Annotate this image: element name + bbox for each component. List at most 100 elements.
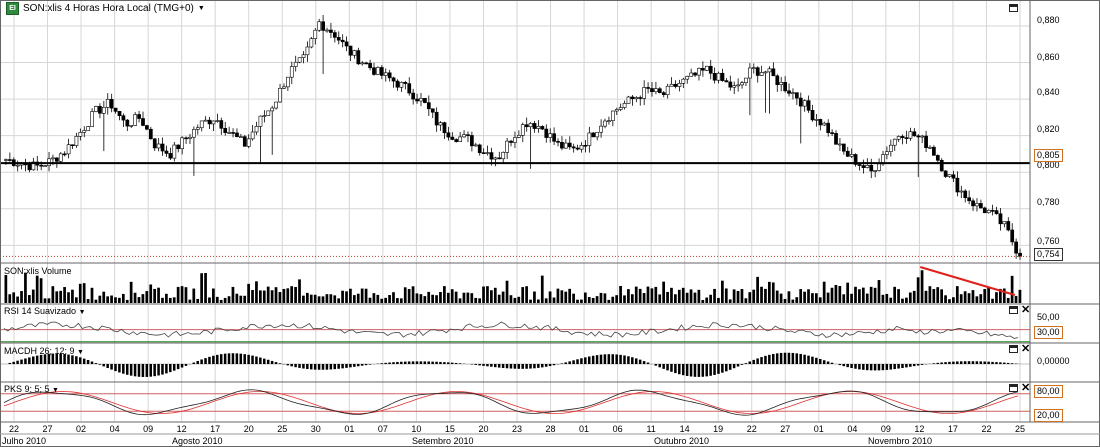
candle (231, 132, 235, 134)
chevron-down-icon[interactable]: ▼ (77, 349, 84, 356)
volume-bar (736, 291, 740, 303)
candle (979, 203, 983, 209)
rsi-level-tag: 30,00 (1034, 326, 1063, 339)
candle (473, 144, 478, 147)
volume-bar (20, 291, 23, 303)
macdh-bar (791, 352, 795, 364)
macdh-bar (486, 364, 489, 367)
macdh-bar (294, 364, 297, 368)
macdh-bar (552, 364, 556, 366)
volume-bar (443, 286, 446, 303)
volume-bar (439, 292, 442, 303)
chevron-down-icon[interactable]: ▼ (52, 387, 59, 394)
macdh-bar (803, 354, 806, 364)
macdh-bar (169, 364, 172, 373)
candle (888, 144, 893, 152)
macdh-bar (192, 362, 196, 364)
candle (795, 92, 799, 99)
volume-bar (35, 275, 39, 303)
candle (932, 146, 936, 156)
candle (716, 72, 721, 81)
candle (329, 29, 333, 33)
macdh-bar (541, 364, 544, 368)
close-icon[interactable]: ✕ (1021, 382, 1031, 394)
macdh-bar (768, 354, 771, 364)
candle (642, 87, 647, 99)
maximize-icon[interactable] (1009, 306, 1018, 314)
macdh-bar (678, 364, 681, 375)
macdh-bar (822, 360, 826, 364)
pks-panel-title[interactable]: PKS 9; 5; 5 ▼ (4, 384, 59, 394)
candle (39, 164, 44, 167)
candle (176, 144, 181, 150)
macdh-bar (145, 364, 149, 377)
macdh-bar (501, 364, 505, 368)
candle (579, 145, 584, 150)
candle (708, 65, 713, 74)
volume-bar (51, 286, 55, 303)
volume-bar (955, 286, 959, 303)
maximize-icon[interactable] (1009, 384, 1018, 392)
candle (990, 210, 995, 212)
macdh-bar (580, 358, 583, 364)
macdh-bar (212, 355, 215, 364)
macdh-bar (932, 363, 936, 364)
candle (661, 92, 666, 95)
macdh-bar (873, 364, 877, 371)
candle (951, 174, 956, 179)
volume-bar (838, 286, 842, 303)
candle (517, 135, 521, 138)
macdh-bar (290, 364, 293, 367)
chevron-down-icon[interactable]: ▼ (197, 5, 205, 12)
rsi-panel-title[interactable]: RSI 14 Suavizado ▼ (4, 306, 86, 316)
macdh-bar (298, 364, 301, 368)
candle (536, 126, 541, 129)
candle (313, 29, 318, 39)
maximize-icon[interactable] (1009, 345, 1018, 353)
volume-bar (752, 289, 756, 303)
volume-bar (490, 290, 493, 303)
candle (258, 115, 263, 127)
candle (892, 138, 897, 146)
macdh-bar (39, 354, 43, 364)
macdh-bar (631, 357, 634, 364)
macdh-panel-title[interactable]: MACDH 26; 12; 9 ▼ (4, 346, 84, 356)
macdh-bar (247, 354, 250, 364)
volume-bar (564, 291, 568, 303)
macdh-bar (427, 361, 430, 364)
chevron-down-icon[interactable]: ▼ (78, 309, 86, 316)
candle (317, 21, 322, 31)
macdh-bar (223, 353, 227, 364)
volume-panel-title[interactable]: SON:xlis Volume (4, 266, 72, 276)
macdh-bar (75, 356, 78, 364)
volume-bar (137, 297, 141, 303)
candle (203, 119, 208, 122)
maximize-icon[interactable] (1009, 4, 1018, 12)
volume-bar (877, 280, 881, 303)
candle (802, 100, 807, 107)
volume-bar (380, 298, 384, 303)
candle (270, 107, 275, 112)
y-tick-label: 0,880 (1037, 15, 1060, 25)
candle (787, 90, 791, 94)
candle (62, 153, 67, 156)
macdh-bar (55, 353, 59, 364)
chart-header[interactable]: EI SON:xlis 4 Horas Hora Local (TMG+0) ▼ (6, 2, 205, 15)
volume-bar (826, 292, 830, 303)
volume-bar (294, 286, 297, 303)
macdh-bar (12, 361, 15, 364)
candle (845, 150, 850, 157)
candle (712, 73, 717, 81)
volume-bar (423, 296, 427, 303)
macdh-bar (740, 364, 744, 365)
volume-bar (478, 298, 481, 303)
macdh-bar (20, 359, 23, 364)
candle (423, 97, 427, 103)
close-icon[interactable]: ✕ (1021, 304, 1031, 316)
volume-bar (501, 291, 505, 303)
volume-bar (591, 297, 595, 303)
macdh-bar (869, 364, 873, 371)
volume-bar (4, 274, 8, 303)
close-icon[interactable]: ✕ (1021, 343, 1031, 355)
volume-bar (372, 293, 376, 303)
